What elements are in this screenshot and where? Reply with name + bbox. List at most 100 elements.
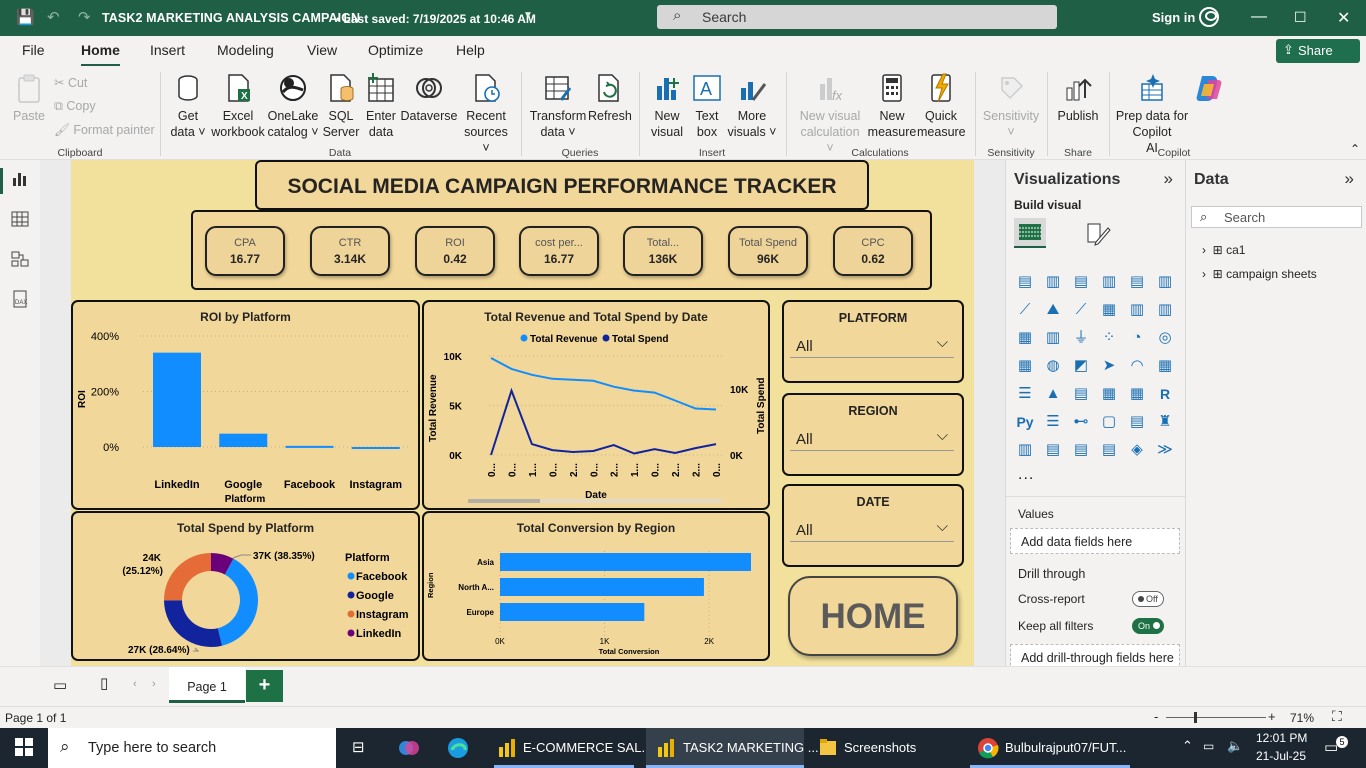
total-conversion-by-region-chart[interactable]: Total Conversion by Region Region Total …	[422, 511, 770, 661]
line-clustered-icon[interactable]: ▦	[1017, 329, 1033, 346]
file-explorer-icon[interactable]	[818, 737, 838, 760]
scroll-right-icon[interactable]: ›	[152, 678, 156, 690]
funnel-icon[interactable]: ▥	[1045, 329, 1061, 346]
revenue-spend-by-date-chart[interactable]: Total Revenue and Total Spend by Date To…	[422, 300, 770, 510]
refresh-button[interactable]: Refresh	[588, 72, 632, 124]
transform-data-button[interactable]: Transform data ˅	[528, 72, 588, 140]
clustered-column-icon[interactable]: ▥	[1101, 273, 1117, 290]
menu-file[interactable]: File	[22, 42, 45, 58]
collapse-data-pane-icon[interactable]: »	[1344, 169, 1354, 188]
search-input[interactable]: ⌕ Search	[657, 5, 1057, 29]
redo-icon[interactable]: ↷	[78, 9, 91, 26]
title-dropdown-icon[interactable]: ▼	[523, 10, 533, 21]
menu-insert[interactable]: Insert	[150, 42, 186, 58]
stacked-column-icon[interactable]: ▥	[1045, 273, 1061, 290]
user-avatar-icon[interactable]	[1199, 7, 1219, 27]
menu-optimize[interactable]: Optimize	[368, 42, 424, 58]
battery-icon[interactable]: ▭	[1203, 739, 1215, 753]
publish-button[interactable]: Publish	[1055, 72, 1101, 124]
data-search-input[interactable]: ⌕ Search	[1191, 206, 1362, 228]
qa-icon[interactable]: ⊷	[1073, 413, 1089, 430]
gauge-icon[interactable]: ➤	[1102, 357, 1116, 374]
desktop-layout-icon[interactable]: ▭	[53, 677, 68, 694]
arrow-icon[interactable]: ≫	[1157, 441, 1173, 458]
zoom-in-icon[interactable]: +	[1268, 709, 1276, 724]
add-drill-through-fields-well[interactable]: Add drill-through fields here	[1010, 644, 1180, 670]
minimize-icon[interactable]: —	[1251, 8, 1267, 25]
page-tab-page-1[interactable]: Page 1	[169, 667, 245, 703]
zoom-slider[interactable]	[1166, 717, 1266, 718]
python-visual-icon[interactable]: R	[1159, 386, 1171, 402]
mobile-layout-icon[interactable]: ▯	[100, 675, 109, 692]
volume-icon[interactable]: 🔈	[1227, 738, 1244, 753]
task-view-icon[interactable]: ⊟	[352, 739, 365, 756]
onelake-catalog-button[interactable]: OneLake catalog ˅	[267, 72, 319, 140]
report-view-icon[interactable]	[11, 170, 29, 192]
sign-in-link[interactable]: Sign in	[1152, 10, 1196, 25]
close-icon[interactable]: ✕	[1337, 10, 1351, 27]
dataverse-button[interactable]: Dataverse	[400, 72, 458, 124]
maximize-icon[interactable]: ☐	[1294, 9, 1307, 25]
clock-date[interactable]: 21-Jul-25	[1256, 749, 1307, 763]
clustered-bar-icon[interactable]: ▤	[1073, 273, 1089, 290]
taskbar-item-ecommerce[interactable]: E-COMMERCE SAL...	[523, 740, 653, 755]
power-apps-icon[interactable]: ▥	[1017, 441, 1033, 458]
stacked-area-icon[interactable]: ⟋	[1075, 301, 1087, 318]
add-page-button[interactable]: +	[246, 670, 283, 702]
smart-narrative-icon[interactable]: ▢	[1101, 413, 1117, 430]
recent-sources-button[interactable]: Recent sources ˅	[459, 72, 513, 156]
table-view-icon[interactable]	[11, 210, 29, 232]
fit-to-page-icon[interactable]: ⛶	[1332, 708, 1342, 724]
menu-modeling[interactable]: Modeling	[217, 42, 274, 58]
taskbar-search-box[interactable]: ⌕ Type here to search	[48, 728, 336, 768]
clock-time[interactable]: 12:01 PM	[1256, 731, 1308, 745]
menu-help[interactable]: Help	[456, 42, 485, 58]
windows-start-icon[interactable]	[15, 738, 33, 759]
matrix-icon[interactable]: ▦	[1101, 385, 1117, 402]
region-slicer[interactable]: REGION All ⌵	[782, 393, 964, 476]
undo-icon[interactable]: ↶	[47, 9, 60, 26]
menu-view[interactable]: View	[307, 42, 338, 58]
donut-icon[interactable]: ◔	[1132, 329, 1142, 346]
paginated-icon[interactable]: ▤	[1129, 413, 1145, 430]
table-item-campaign-sheets[interactable]: › ⊞ campaign sheets	[1202, 267, 1317, 281]
dax-query-view-icon[interactable]: DAX	[11, 290, 29, 312]
copilot-taskbar-icon[interactable]	[398, 737, 420, 762]
new-measure-button[interactable]: New measure	[866, 72, 918, 140]
platform-slicer[interactable]: PLATFORM All ⌵	[782, 300, 964, 383]
kpi-icon[interactable]: ☰	[1018, 385, 1032, 402]
home-button[interactable]: HOME	[788, 576, 958, 656]
build-visual-tab[interactable]	[1014, 218, 1046, 248]
collapse-ribbon-icon[interactable]: ⌃	[1350, 142, 1361, 156]
pie-icon[interactable]: ⁘	[1102, 329, 1116, 346]
text-box-button[interactable]: A Text box	[690, 72, 724, 140]
line-column-icon[interactable]: ▥	[1157, 301, 1173, 318]
cross-report-toggle[interactable]: Off	[1132, 591, 1164, 607]
line-icon[interactable]: ⟋	[1019, 301, 1031, 318]
powerbi-app-icon[interactable]	[497, 737, 517, 762]
date-dropdown[interactable]: All ⌵	[790, 514, 954, 542]
scatter-icon[interactable]: ⏚	[1073, 329, 1089, 346]
zoom-out-icon[interactable]: -	[1154, 709, 1159, 724]
enter-data-button[interactable]: Enter data	[362, 72, 400, 140]
kpi-card[interactable]: CPC 0.62	[833, 226, 913, 276]
filled-map-icon[interactable]: ◍	[1046, 357, 1060, 374]
azure-map-icon[interactable]: ◩	[1073, 357, 1089, 374]
kpi-card[interactable]: Total Spend 96K	[728, 226, 808, 276]
diamond-icon[interactable]: ◈	[1131, 441, 1143, 458]
powerbi-app-icon[interactable]	[656, 737, 676, 762]
cut-button[interactable]: ✂ Cut	[54, 75, 87, 90]
chrome-icon[interactable]	[977, 737, 999, 762]
collapse-pane-icon[interactable]: »	[1163, 169, 1173, 188]
area-icon[interactable]: ⛰	[1046, 301, 1060, 318]
save-icon[interactable]: 💾	[16, 9, 35, 26]
share-button[interactable]: ⇪ Share	[1276, 39, 1360, 63]
decomposition-tree-icon[interactable]: ☰	[1046, 413, 1060, 430]
more-icon[interactable]: ▤	[1101, 441, 1117, 458]
kpi-card[interactable]: cost per... 16.77	[519, 226, 599, 276]
new-visual-button[interactable]: New visual	[648, 72, 686, 140]
notification-icon[interactable]: ▭	[1324, 739, 1339, 756]
excel-workbook-button[interactable]: X Excel workbook	[210, 72, 266, 140]
taskbar-item-task2[interactable]: TASK2 MARKETING ...	[683, 740, 819, 755]
map-icon[interactable]: ▦	[1017, 357, 1033, 374]
